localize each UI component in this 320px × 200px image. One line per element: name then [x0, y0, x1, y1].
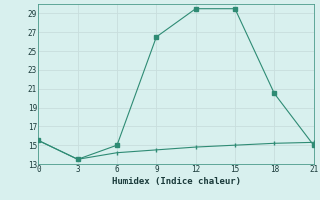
X-axis label: Humidex (Indice chaleur): Humidex (Indice chaleur): [111, 177, 241, 186]
